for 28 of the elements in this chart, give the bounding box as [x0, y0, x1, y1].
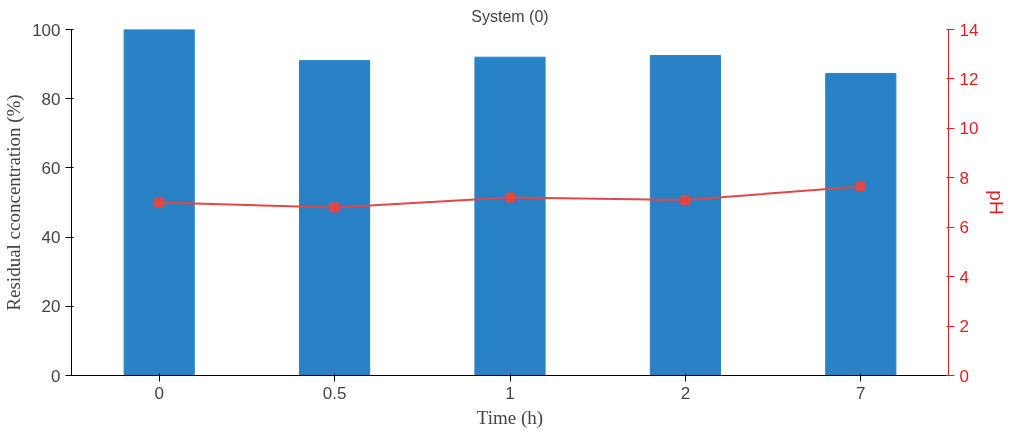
chart-title: System (0)	[471, 7, 549, 25]
point	[154, 197, 165, 208]
y2-tick-label: 0	[959, 366, 969, 386]
y-axis-title: Residual cconcentration (%)	[3, 94, 26, 311]
y-tick-label: 80	[41, 89, 61, 109]
y-tick-label: 0	[51, 366, 61, 386]
y2-tick-label: 6	[959, 218, 969, 238]
x-tick-label: 0.5	[322, 383, 347, 403]
y-tick-label: 60	[41, 158, 61, 178]
y-tick-label: 100	[32, 20, 61, 40]
point	[505, 192, 515, 203]
x-tick-label: 2	[680, 383, 691, 403]
y-tick-label: 20	[41, 297, 61, 317]
y2-tick-label: 2	[959, 317, 969, 337]
x-tick-label: 0	[154, 383, 164, 403]
point	[855, 181, 866, 192]
x-tick-label: 1	[505, 383, 515, 403]
y2-tick-label: 4	[959, 267, 969, 287]
point	[329, 202, 340, 213]
point	[680, 195, 691, 206]
x-tick-label: 7	[856, 383, 866, 403]
y-tick-label: 40	[41, 228, 61, 248]
y2-axis-title: pH	[986, 190, 1008, 215]
y2-tick-label: 14	[959, 20, 979, 40]
x-axis-title: Time (h)	[476, 406, 544, 429]
y2-tick-label: 8	[959, 168, 969, 188]
y2-tick-label: 12	[959, 69, 979, 89]
y2-tick-label: 10	[959, 119, 979, 139]
